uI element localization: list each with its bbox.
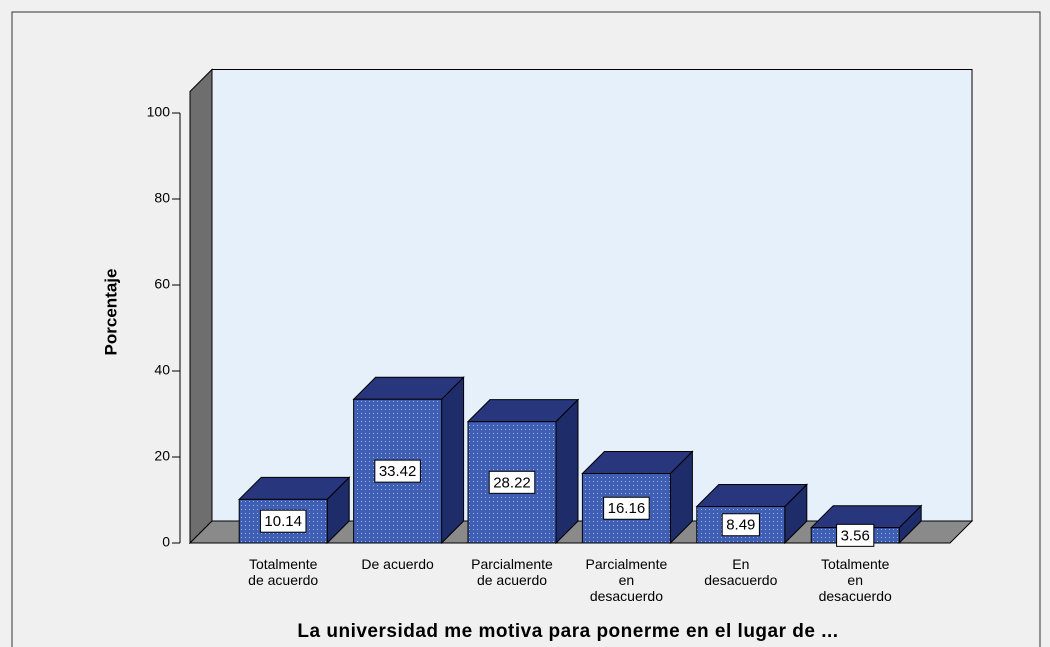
- value-label: 28.22: [493, 474, 531, 491]
- x-tick-label: Parcialmente de acuerdo: [471, 556, 553, 588]
- value-label: 3.56: [841, 527, 870, 544]
- back-wall: [211, 69, 973, 522]
- value-label-box: [259, 509, 307, 533]
- x-axis-label: La universidad me motiva para ponerme en…: [297, 621, 838, 642]
- y-tick-label: 100: [147, 104, 171, 120]
- y-axis-label: Porcentaje: [101, 269, 120, 356]
- y-tick-label: 60: [154, 276, 170, 292]
- value-label: 16.16: [608, 500, 646, 517]
- x-tick-label: De acuerdo: [361, 556, 434, 572]
- value-label: 10.14: [264, 513, 302, 530]
- y-tick-label: 20: [154, 448, 170, 464]
- value-label: 33.42: [379, 463, 417, 480]
- x-tick-label: Totalmente en desacuerdo: [819, 556, 892, 604]
- x-tick-label: En desacuerdo: [704, 556, 777, 588]
- y-tick-label: 40: [154, 362, 170, 378]
- value-label: 8.49: [726, 517, 755, 534]
- bar-side: [555, 398, 579, 545]
- value-label-box: [488, 470, 536, 494]
- frame: [11, 11, 1041, 647]
- y-tick-label: 0: [162, 534, 170, 550]
- y-tick-label: 80: [154, 190, 170, 206]
- value-label-box: [374, 459, 421, 483]
- x-tick-label: Parcialmente en desacuerdo: [586, 556, 668, 604]
- value-label-box: [603, 496, 650, 520]
- bar-side: [441, 376, 465, 545]
- value-label-box: [721, 513, 760, 537]
- side-wall: [189, 68, 213, 545]
- x-tick-label: Totalmente de acuerdo: [248, 556, 318, 588]
- value-label-box: [836, 523, 875, 547]
